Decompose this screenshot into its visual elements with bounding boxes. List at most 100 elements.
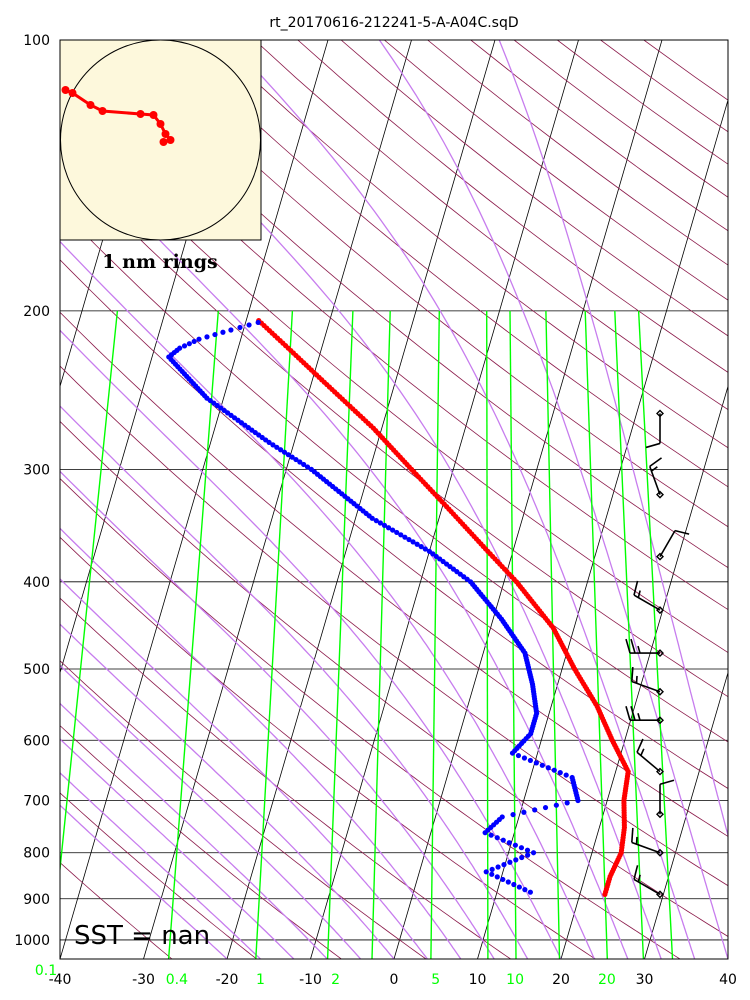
dewpoint-point xyxy=(204,334,210,340)
mixing-ratio-line xyxy=(167,310,219,959)
mixing-ratio-label: 1 xyxy=(256,972,265,988)
dewpoint-point xyxy=(527,889,533,895)
wind-barb xyxy=(645,409,664,449)
temperature-axis: -40 -30 -20 -10 0 10 20 30 40 xyxy=(49,972,737,988)
pressure-tick-label: 1000 xyxy=(14,933,50,949)
temperature-tick-label: 10 xyxy=(469,972,487,988)
barb-flag xyxy=(625,638,631,654)
dewpoint-point xyxy=(551,767,557,773)
hodograph-point xyxy=(68,89,77,97)
pressure-tick-label: 600 xyxy=(23,733,50,749)
dewpoint-point xyxy=(304,464,311,470)
dewpoint-point xyxy=(521,809,527,815)
isotherm xyxy=(226,40,496,959)
pressure-tick-label: 500 xyxy=(23,662,50,678)
moist-adiabat xyxy=(60,738,295,959)
wind-barb xyxy=(625,638,664,658)
mixing-ratio-line xyxy=(614,310,645,959)
barb-origin xyxy=(656,810,664,819)
wind-barb xyxy=(636,738,664,776)
barb-half-flag xyxy=(637,874,641,883)
mixing-ratio-line xyxy=(371,310,391,959)
barb-origin xyxy=(656,606,664,615)
profiles xyxy=(166,317,631,897)
dewpoint-point xyxy=(532,807,538,813)
mixing-ratio-line xyxy=(545,310,561,959)
dewpoint-point xyxy=(186,341,192,347)
hodograph-point xyxy=(159,138,168,146)
dewpoint-point xyxy=(398,532,404,538)
isotherm xyxy=(727,957,728,959)
mixing-ratio-line xyxy=(584,310,608,959)
hodograph-ring xyxy=(60,39,261,241)
hodograph-label: 1 nm rings xyxy=(102,251,217,273)
pressure-tick-label: 300 xyxy=(23,462,50,478)
dry-adiabat xyxy=(557,40,728,165)
dewpoint-point xyxy=(557,770,563,776)
dewpoint-point xyxy=(553,802,559,808)
dewpoint-point xyxy=(191,338,197,345)
barb-origin xyxy=(656,767,664,776)
barb-staff xyxy=(659,530,676,557)
isotherm xyxy=(143,40,412,959)
wind-barb xyxy=(631,666,664,696)
mixing-ratio-line xyxy=(326,310,354,959)
dewpoint-point xyxy=(293,456,299,463)
wind-barb xyxy=(656,779,675,819)
mixing-ratio-label: 2 xyxy=(331,972,340,988)
hodograph-point xyxy=(149,111,158,119)
dewpoint-point xyxy=(515,752,522,759)
mixing-ratio-line xyxy=(60,310,119,876)
barb-half-flag xyxy=(637,645,641,654)
barb-origin xyxy=(656,848,664,857)
barb-origin xyxy=(656,409,664,418)
moist-adiabat xyxy=(60,470,495,959)
pressure-tick-label: 700 xyxy=(23,794,50,810)
dewpoint-point xyxy=(522,887,528,893)
dewpoint-point xyxy=(563,772,569,778)
dry-adiabat xyxy=(427,40,728,266)
temperature-tick-label: -30 xyxy=(132,972,155,988)
dry-adiabat xyxy=(643,40,728,101)
dewpoint-point xyxy=(507,859,513,865)
plot-frame xyxy=(59,39,729,960)
dewpoint-point xyxy=(539,762,545,768)
sst-label: SST = nan xyxy=(74,921,210,951)
dewpoint-point xyxy=(542,804,549,811)
barb-half-flag xyxy=(635,675,638,684)
dewpoint-point xyxy=(270,442,276,448)
dewpoint-point xyxy=(519,854,525,861)
moist-adiabat xyxy=(87,40,662,959)
wind-barb xyxy=(648,457,664,499)
dewpoint-point xyxy=(516,884,522,890)
mixing-ratio-label: 0.4 xyxy=(166,972,188,988)
mixing-ratio-line xyxy=(637,310,674,959)
hodograph-point xyxy=(98,107,107,115)
temperature-tick-label: 40 xyxy=(719,972,737,988)
dewpoint-point xyxy=(301,461,307,468)
temperature-tick-label: -40 xyxy=(49,972,72,988)
dewpoint-point xyxy=(511,881,517,888)
moist-adiabat xyxy=(60,702,328,959)
dewpoint-point xyxy=(278,447,284,453)
pressure-tick-label: 200 xyxy=(23,304,50,320)
isotherm xyxy=(60,40,329,959)
barb-origin xyxy=(656,716,664,725)
dewpoint-point xyxy=(512,842,518,848)
dewpoint-point xyxy=(495,864,501,870)
hodograph-point xyxy=(61,86,70,94)
wind-barb xyxy=(625,706,664,725)
mixing-ratio-label: 10 xyxy=(506,972,524,988)
barb-flag xyxy=(633,865,639,880)
moist-adiabat xyxy=(378,40,728,959)
mixing-ratio-label: 20 xyxy=(598,972,616,988)
wind-barb xyxy=(656,529,690,561)
dry-adiabat xyxy=(60,536,596,959)
barb-flag xyxy=(633,580,639,596)
hodograph-point xyxy=(136,110,145,118)
pressure-axis: 100 200 300 400 500 600 700 800 900 1000 xyxy=(14,33,50,949)
barb-staff xyxy=(648,466,661,495)
barb-origin xyxy=(656,649,664,658)
wind-barbs xyxy=(625,409,690,899)
